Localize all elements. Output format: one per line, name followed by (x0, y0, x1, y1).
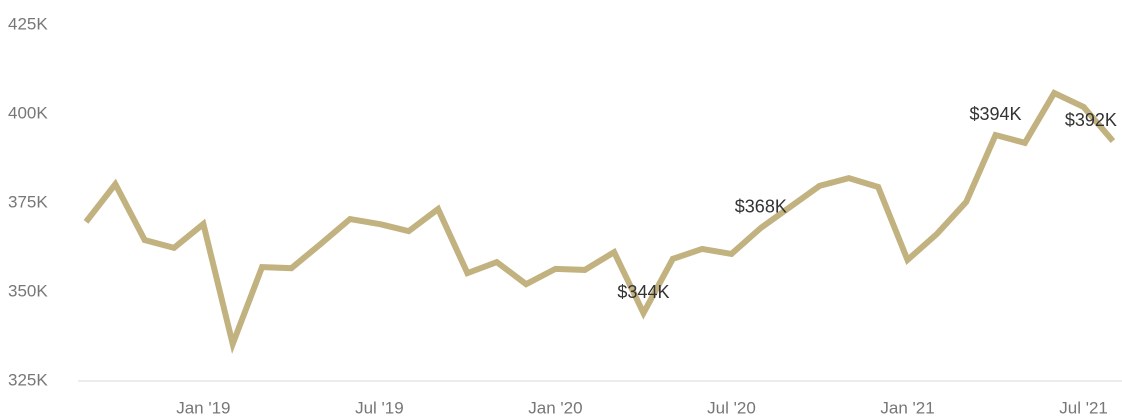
line (83, 89, 1116, 355)
data-label: $368K (735, 197, 787, 217)
y-tick-label: 400K (8, 103, 48, 122)
y-tick-label: 350K (8, 281, 48, 300)
y-tick-label: 375K (8, 192, 48, 211)
x-tick-label: Jan '19 (176, 398, 230, 417)
x-tick-label: Jul '21 (1059, 398, 1108, 417)
x-tick-label: Jan '21 (880, 398, 934, 417)
y-tick-label: 325K (8, 370, 48, 389)
data-label: $392K (1065, 110, 1117, 130)
data-label: $344K (617, 282, 669, 302)
data-label: $394K (970, 104, 1022, 124)
y-tick-label: 425K (8, 14, 48, 33)
x-tick-label: Jul '19 (355, 398, 404, 417)
x-tick-label: Jan '20 (528, 398, 582, 417)
x-tick-label: Jul '20 (707, 398, 756, 417)
